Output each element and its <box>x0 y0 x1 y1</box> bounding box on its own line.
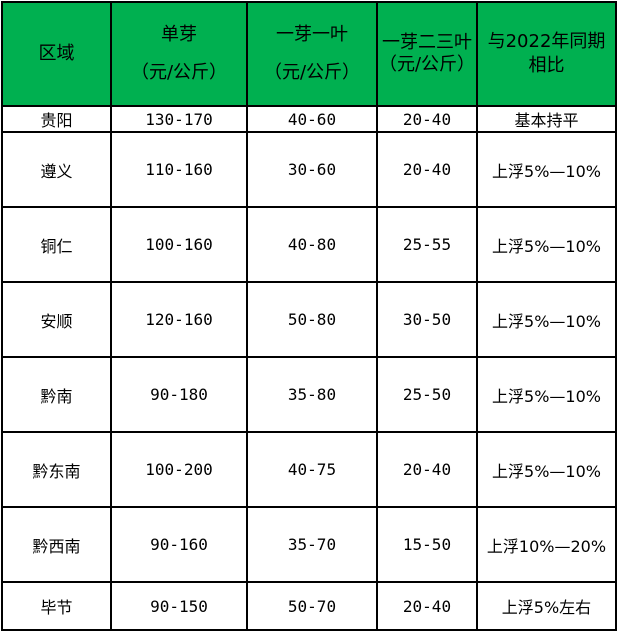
yoy-cell: 上浮5%—10% <box>476 206 617 283</box>
two-three-leaves-cell: 25-50 <box>376 356 478 433</box>
header-two-three-unit: （元/公斤） <box>378 54 476 75</box>
table-row: 黔南 90-180 35-80 25-50 上浮5%—10% <box>1 356 617 433</box>
header-row: 区域 单芽 （元/公斤） 一芽一叶 （元/公斤） 一芽二三叶 （元/公斤） 与2… <box>1 1 617 107</box>
single-bud-cell: 90-160 <box>110 506 248 583</box>
header-single-bud-unit: （元/公斤） <box>130 62 228 83</box>
yoy-cell: 上浮10%—20% <box>476 506 617 583</box>
two-three-leaves-cell: 20-40 <box>376 105 478 133</box>
table-row: 铜仁 100-160 40-80 25-55 上浮5%—10% <box>1 206 617 283</box>
one-leaf-cell: 40-75 <box>246 431 378 508</box>
one-leaf-cell: 50-80 <box>246 281 378 358</box>
one-leaf-cell: 35-70 <box>246 506 378 583</box>
two-three-leaves-cell: 20-40 <box>376 581 478 631</box>
one-leaf-cell: 30-60 <box>246 131 378 208</box>
table-row: 安顺 120-160 50-80 30-50 上浮5%—10% <box>1 281 617 358</box>
two-three-leaves-cell: 30-50 <box>376 281 478 358</box>
two-three-leaves-cell: 20-40 <box>376 431 478 508</box>
table-row: 贵阳 130-170 40-60 20-40 基本持平 <box>1 105 617 133</box>
two-three-leaves-cell: 15-50 <box>376 506 478 583</box>
header-single-bud-label: 单芽 <box>161 24 197 45</box>
header-yoy: 与2022年同期相比 <box>476 1 617 107</box>
region-cell: 遵义 <box>1 131 112 208</box>
single-bud-cell: 90-180 <box>110 356 248 433</box>
table-row: 黔东南 100-200 40-75 20-40 上浮5%—10% <box>1 431 617 508</box>
header-one-bud-two-three-leaves: 一芽二三叶 （元/公斤） <box>376 1 478 107</box>
one-leaf-cell: 40-60 <box>246 105 378 133</box>
one-leaf-cell: 35-80 <box>246 356 378 433</box>
table-row: 黔西南 90-160 35-70 15-50 上浮10%—20% <box>1 506 617 583</box>
single-bud-cell: 120-160 <box>110 281 248 358</box>
one-leaf-cell: 50-70 <box>246 581 378 631</box>
yoy-cell: 上浮5%—10% <box>476 431 617 508</box>
yoy-cell: 基本持平 <box>476 105 617 133</box>
yoy-cell: 上浮5%—10% <box>476 131 617 208</box>
region-cell: 铜仁 <box>1 206 112 283</box>
yoy-cell: 上浮5%—10% <box>476 356 617 433</box>
yoy-cell: 上浮5%左右 <box>476 581 617 631</box>
single-bud-cell: 130-170 <box>110 105 248 133</box>
table-row: 遵义 110-160 30-60 20-40 上浮5%—10% <box>1 131 617 208</box>
two-three-leaves-cell: 25-55 <box>376 206 478 283</box>
header-one-bud-one-leaf: 一芽一叶 （元/公斤） <box>246 1 378 107</box>
header-single-bud: 单芽 （元/公斤） <box>110 1 248 107</box>
region-cell: 安顺 <box>1 281 112 358</box>
region-cell: 毕节 <box>1 581 112 631</box>
region-cell: 黔南 <box>1 356 112 433</box>
single-bud-cell: 90-150 <box>110 581 248 631</box>
region-cell: 黔西南 <box>1 506 112 583</box>
single-bud-cell: 100-160 <box>110 206 248 283</box>
yoy-cell: 上浮5%—10% <box>476 281 617 358</box>
region-cell: 黔东南 <box>1 431 112 508</box>
header-one-leaf-label: 一芽一叶 <box>276 24 348 45</box>
two-three-leaves-cell: 20-40 <box>376 131 478 208</box>
region-cell: 贵阳 <box>1 105 112 133</box>
single-bud-cell: 100-200 <box>110 431 248 508</box>
single-bud-cell: 110-160 <box>110 131 248 208</box>
header-one-leaf-unit: （元/公斤） <box>263 62 361 83</box>
header-region: 区域 <box>1 1 112 107</box>
table-row: 毕节 90-150 50-70 20-40 上浮5%左右 <box>1 581 617 631</box>
one-leaf-cell: 40-80 <box>246 206 378 283</box>
header-two-three-label: 一芽二三叶 <box>382 32 472 53</box>
